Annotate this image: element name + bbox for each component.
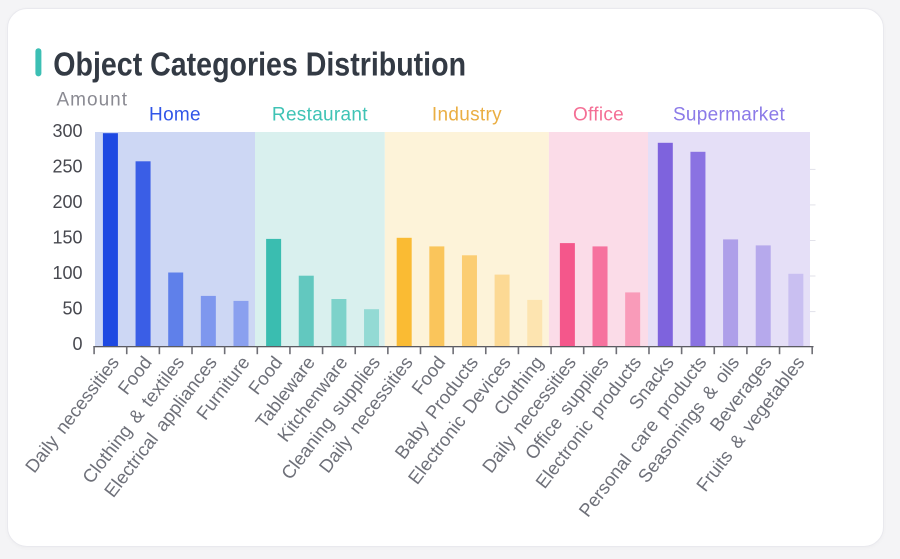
svg-text:100: 100 (52, 263, 82, 283)
svg-text:Home: Home (149, 105, 201, 126)
svg-text:Object Categories Distribution: Object Categories Distribution (53, 46, 466, 83)
svg-text:0: 0 (72, 334, 82, 354)
svg-text:300: 300 (52, 121, 82, 141)
svg-text:Office: Office (573, 105, 624, 126)
svg-text:Amount: Amount (57, 89, 128, 110)
svg-text:50: 50 (62, 299, 82, 319)
svg-text:Supermarket: Supermarket (673, 105, 785, 126)
svg-text:250: 250 (52, 156, 82, 176)
svg-text:Restaurant: Restaurant (272, 105, 368, 126)
svg-text:Industry: Industry (432, 105, 502, 126)
svg-text:200: 200 (52, 192, 82, 212)
svg-text:150: 150 (52, 228, 82, 248)
